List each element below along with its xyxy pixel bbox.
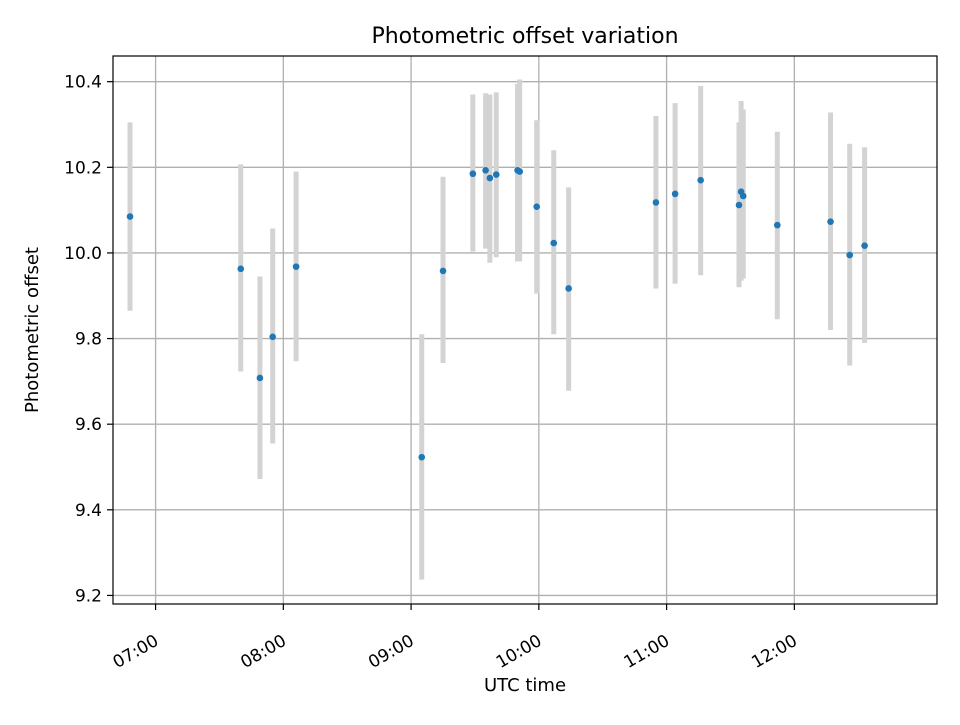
errorbar-layer bbox=[127, 79, 868, 580]
y-tick-label: 9.4 bbox=[75, 501, 102, 521]
y-tick-label: 9.8 bbox=[75, 330, 102, 350]
y-tick-label: 9.6 bbox=[75, 415, 102, 435]
grid-layer bbox=[113, 56, 937, 604]
tick-layer: 9.2 9.4 9.6 9.8 10.0 10.2 10.4 07:00 08:00 09:00 1… bbox=[64, 73, 801, 673]
data-point bbox=[516, 168, 523, 175]
data-point bbox=[846, 251, 854, 259]
y-tick-label: 9.2 bbox=[75, 586, 102, 606]
data-point bbox=[486, 174, 494, 182]
data-point bbox=[269, 333, 276, 341]
point-layer bbox=[126, 167, 868, 461]
data-point bbox=[439, 267, 447, 275]
data-point bbox=[126, 213, 134, 220]
x-tick-label: 11:00 bbox=[621, 631, 673, 673]
y-axis-label: Photometric offset bbox=[22, 247, 43, 413]
data-point bbox=[550, 239, 558, 247]
y-tick-label: 10.2 bbox=[64, 158, 102, 178]
data-point bbox=[482, 167, 489, 174]
data-point bbox=[565, 285, 572, 292]
data-point bbox=[237, 265, 245, 273]
plot-frame bbox=[112, 55, 938, 605]
data-point bbox=[652, 199, 660, 206]
y-tick-label: 10.4 bbox=[64, 73, 102, 93]
data-point bbox=[774, 221, 781, 229]
x-tick-label: 09:00 bbox=[365, 631, 417, 673]
x-tick-label: 10:00 bbox=[493, 631, 545, 673]
data-point bbox=[861, 242, 868, 249]
x-tick-label: 08:00 bbox=[237, 631, 289, 673]
data-point bbox=[671, 190, 679, 198]
data-point bbox=[256, 374, 264, 382]
data-point bbox=[418, 453, 426, 461]
x-axis-label: UTC time bbox=[484, 675, 566, 696]
chart-title: Photometric offset variation bbox=[371, 24, 678, 49]
data-point bbox=[533, 203, 541, 210]
data-point bbox=[292, 263, 300, 270]
data-point bbox=[697, 176, 704, 184]
data-point bbox=[827, 218, 834, 225]
data-point bbox=[492, 171, 500, 178]
data-point bbox=[469, 170, 477, 178]
x-tick-label: 07:00 bbox=[110, 631, 162, 673]
data-point bbox=[735, 201, 743, 209]
x-tick-label: 12:00 bbox=[748, 631, 800, 673]
y-tick-label: 10.0 bbox=[64, 244, 102, 264]
data-point bbox=[739, 192, 747, 200]
